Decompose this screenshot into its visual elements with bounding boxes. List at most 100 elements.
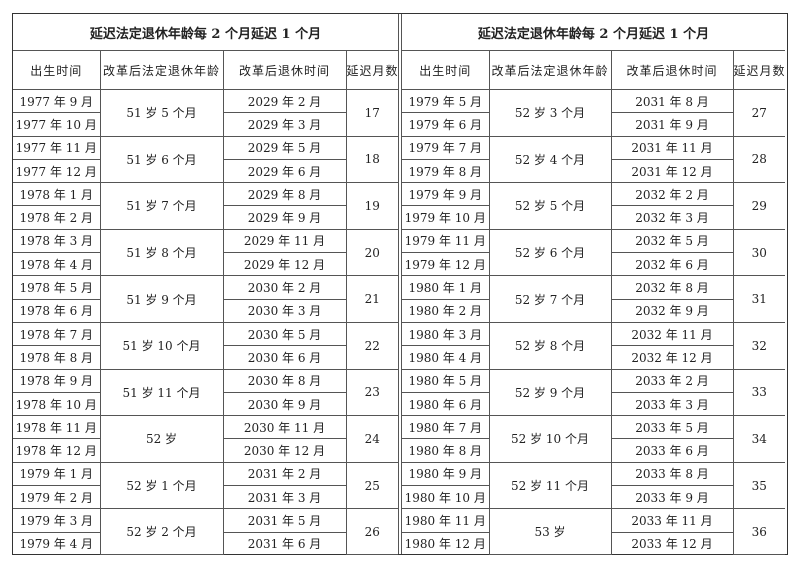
delay-months-cell: 20 [345, 228, 398, 277]
delay-months-cell: 30 [732, 228, 785, 277]
birth-time-cell: 1978 年 11 月 [13, 415, 101, 440]
birth-time-cell: 1978 年 3 月 [13, 228, 101, 254]
birth-time-cell: 1978 年 10 月 [13, 391, 101, 417]
birth-time-cell: 1980 年 10 月 [402, 485, 490, 510]
retirement-age-cell: 51 岁 6 个月 [99, 135, 224, 184]
retirement-time-cell: 2033 年 6 月 [610, 438, 733, 463]
table-row: 1979 年 11 月 52 岁 6 个月 2032 年 5 月 30 [402, 228, 785, 277]
table-row: 1978 年 3 月 51 岁 8 个月 2029 年 11 月 20 [13, 228, 398, 277]
title-row: 延迟法定退休年龄每 2 个月延迟 1 个月 [402, 14, 785, 51]
table-row: 1980 年 10 月 2033 年 9 月 [402, 485, 785, 510]
birth-time-cell: 1979 年 2 月 [13, 485, 101, 510]
retirement-time-cell: 2029 年 12 月 [222, 252, 346, 277]
retirement-age-cell: 51 岁 7 个月 [99, 182, 224, 230]
table-row: 1979 年 5 月 52 岁 3 个月 2031 年 8 月 27 [402, 88, 785, 137]
retirement-age-cell: 51 岁 8 个月 [99, 228, 224, 277]
table-row: 1978 年 8 月 2030 年 6 月 [13, 345, 398, 370]
header-birth-time: 出生时间 [13, 50, 101, 90]
table-row: 1979 年 8 月 2031 年 12 月 [402, 158, 785, 184]
right-table-panel: 延迟法定退休年龄每 2 个月延迟 1 个月 出生时间 改革后法定退休年龄 改革后退休时… [398, 14, 785, 556]
delay-months-cell: 34 [732, 415, 785, 463]
birth-time-cell: 1980 年 9 月 [402, 461, 490, 487]
birth-time-cell: 1979 年 10 月 [402, 205, 490, 230]
table-row: 1979 年 12 月 2032 年 6 月 [402, 252, 785, 277]
delay-months-cell: 33 [732, 368, 785, 417]
birth-time-cell: 1979 年 9 月 [402, 182, 490, 207]
retirement-table-frame: 延迟法定退休年龄每 2 个月延迟 1 个月 出生时间 改革后法定退休年龄 改革后退休时… [12, 13, 788, 556]
table-row: 1979 年 1 月 52 岁 1 个月 2031 年 2 月 25 [13, 461, 398, 510]
header-delay-months: 延迟月数 [732, 50, 785, 90]
birth-time-cell: 1979 年 4 月 [13, 531, 101, 555]
delay-months-cell: 35 [732, 461, 785, 510]
birth-time-cell: 1980 年 5 月 [402, 368, 490, 393]
retirement-age-cell: 51 岁 9 个月 [99, 275, 224, 323]
retirement-age-cell: 52 岁 3 个月 [488, 89, 612, 137]
delay-months-cell: 29 [732, 182, 785, 230]
retirement-time-cell: 2029 年 8 月 [222, 182, 347, 207]
retirement-time-cell: 2029 年 2 月 [222, 88, 347, 114]
retirement-time-cell: 2033 年 11 月 [610, 508, 734, 533]
retirement-age-cell: 52 岁 5 个月 [488, 182, 612, 230]
retirement-time-cell: 2032 年 8 月 [610, 275, 734, 300]
table-row: 1980 年 6 月 2033 年 3 月 [402, 391, 785, 417]
table-title: 延迟法定退休年龄每 2 个月延迟 1 个月 [402, 14, 785, 51]
birth-time-cell: 1978 年 7 月 [13, 321, 101, 347]
birth-time-cell: 1978 年 6 月 [13, 298, 101, 323]
birth-time-cell: 1980 年 1 月 [402, 275, 490, 300]
table-row: 1978 年 7 月 51 岁 10 个月 2030 年 5 月 22 [13, 321, 398, 370]
retirement-time-cell: 2033 年 2 月 [610, 368, 734, 393]
delay-months-cell: 32 [732, 321, 785, 370]
birth-time-cell: 1980 年 3 月 [402, 321, 490, 347]
birth-time-cell: 1979 年 11 月 [402, 228, 490, 254]
retirement-time-cell: 2030 年 5 月 [222, 321, 347, 347]
birth-time-cell: 1978 年 5 月 [13, 275, 101, 300]
birth-time-cell: 1977 年 11 月 [13, 135, 101, 160]
retirement-age-cell: 53 岁 [488, 508, 612, 556]
table-row: 1978 年 1 月 51 岁 7 个月 2029 年 8 月 19 [13, 182, 398, 230]
table-row: 1979 年 3 月 52 岁 2 个月 2031 年 5 月 26 [13, 508, 398, 556]
table-row: 1978 年 5 月 51 岁 9 个月 2030 年 2 月 21 [13, 275, 398, 323]
retirement-age-cell: 52 岁 7 个月 [488, 275, 612, 323]
retirement-age-cell: 52 岁 6 个月 [488, 228, 612, 277]
left-table-panel: 延迟法定退休年龄每 2 个月延迟 1 个月 出生时间 改革后法定退休年龄 改革后退休时… [13, 14, 398, 556]
header-row: 出生时间 改革后法定退休年龄 改革后退休时间 延迟月数 [13, 50, 398, 90]
delay-months-cell: 22 [345, 321, 398, 370]
table-row: 1980 年 8 月 2033 年 6 月 [402, 438, 785, 463]
birth-time-cell: 1979 年 3 月 [13, 508, 101, 533]
table-row: 1979 年 2 月 2031 年 3 月 [13, 485, 398, 510]
table-row: 1980 年 11 月 53 岁 2033 年 11 月 36 [402, 508, 785, 556]
delay-months-cell: 24 [345, 415, 398, 463]
table-row: 1978 年 4 月 2029 年 12 月 [13, 252, 398, 277]
title-row: 延迟法定退休年龄每 2 个月延迟 1 个月 [13, 14, 398, 51]
retirement-time-cell: 2032 年 5 月 [610, 228, 734, 254]
right-table: 延迟法定退休年龄每 2 个月延迟 1 个月 出生时间 改革后法定退休年龄 改革后退休时… [402, 14, 785, 556]
birth-time-cell: 1980 年 12 月 [402, 531, 490, 555]
header-retirement-time: 改革后退休时间 [222, 50, 347, 90]
retirement-age-cell: 52 岁 [99, 415, 224, 463]
table-row: 1978 年 10 月 2030 年 9 月 [13, 391, 398, 417]
table-row: 1980 年 7 月 52 岁 10 个月 2033 年 5 月 34 [402, 415, 785, 463]
table-row: 1980 年 3 月 52 岁 8 个月 2032 年 11 月 32 [402, 321, 785, 370]
table-row: 1980 年 9 月 52 岁 11 个月 2033 年 8 月 35 [402, 461, 785, 510]
retirement-time-cell: 2032 年 6 月 [610, 252, 733, 277]
birth-time-cell: 1978 年 2 月 [13, 205, 101, 230]
table-row: 1980 年 4 月 2032 年 12 月 [402, 345, 785, 370]
retirement-age-cell: 52 岁 2 个月 [99, 508, 224, 556]
delay-months-cell: 36 [732, 508, 785, 556]
birth-time-cell: 1977 年 9 月 [13, 88, 101, 114]
birth-time-cell: 1980 年 7 月 [402, 415, 490, 440]
table-row: 1979 年 10 月 2032 年 3 月 [402, 205, 785, 230]
retirement-age-cell: 52 岁 8 个月 [488, 321, 612, 370]
retirement-time-cell: 2033 年 3 月 [610, 391, 733, 417]
retirement-time-cell: 2030 年 9 月 [222, 391, 346, 417]
table-row: 1978 年 12 月 2030 年 12 月 [13, 438, 398, 463]
retirement-time-cell: 2031 年 8 月 [610, 88, 734, 114]
retirement-age-cell: 52 岁 9 个月 [488, 368, 612, 417]
left-table: 延迟法定退休年龄每 2 个月延迟 1 个月 出生时间 改革后法定退休年龄 改革后退休时… [13, 14, 398, 556]
retirement-time-cell: 2031 年 12 月 [610, 158, 733, 184]
birth-time-cell: 1979 年 1 月 [13, 461, 101, 487]
table-row: 1978 年 6 月 2030 年 3 月 [13, 298, 398, 323]
retirement-time-cell: 2033 年 9 月 [610, 485, 733, 510]
retirement-time-cell: 2030 年 3 月 [222, 298, 346, 323]
retirement-age-cell: 52 岁 11 个月 [488, 461, 612, 510]
